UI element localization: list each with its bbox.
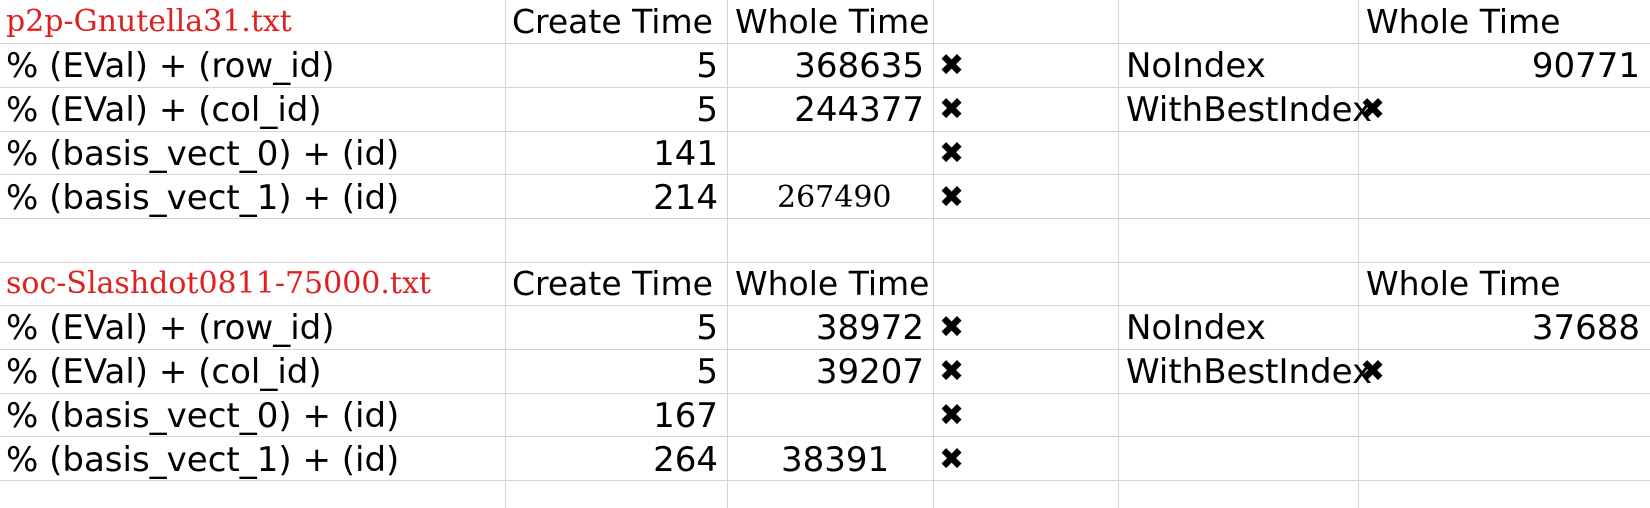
index-label[interactable]: WithBestIndex [1126, 352, 1373, 392]
index-label[interactable] [1118, 132, 1358, 176]
index-value[interactable] [1358, 394, 1650, 438]
grid-line-horizontal [0, 43, 1650, 44]
create-time-value[interactable]: 5 [696, 90, 718, 130]
header-whole-time[interactable]: Whole Time [735, 264, 930, 303]
mark-x-icon[interactable]: ✖ [939, 136, 965, 171]
grid-line-horizontal [0, 305, 1650, 306]
row-label[interactable]: % (EVal) + (row_id) [6, 308, 335, 348]
index-value-x-icon[interactable]: ✖ [1360, 354, 1386, 389]
mark-x-icon[interactable]: ✖ [939, 442, 965, 477]
header-right-whole-time[interactable]: Whole Time [1366, 2, 1561, 41]
header-right-whole-time[interactable]: Whole Time [1366, 264, 1561, 303]
file-name-cell[interactable]: soc-Slashdot0811-75000.txt [6, 266, 431, 301]
grid-line-horizontal [0, 87, 1650, 88]
index-label[interactable]: NoIndex [1126, 46, 1266, 86]
create-time-value[interactable]: 5 [696, 308, 718, 348]
header-create-time[interactable]: Create Time [512, 2, 713, 41]
create-time-value[interactable]: 167 [653, 396, 718, 436]
row-label[interactable]: % (basis_vect_1) + (id) [6, 178, 400, 218]
index-label[interactable]: WithBestIndex [1126, 90, 1373, 130]
mark-x-icon[interactable]: ✖ [939, 354, 965, 389]
grid-line-vertical [1358, 0, 1359, 508]
grid-line-horizontal [0, 218, 1650, 219]
create-time-value[interactable]: 5 [696, 352, 718, 392]
grid-line-vertical [933, 0, 934, 508]
mark-x-icon[interactable]: ✖ [939, 310, 965, 345]
mark-x-icon[interactable]: ✖ [939, 398, 965, 433]
index-value-x-icon[interactable]: ✖ [1360, 92, 1386, 127]
grid-line-vertical [727, 0, 728, 508]
index-value[interactable] [1358, 176, 1650, 220]
whole-time-value[interactable]: 38391 [781, 440, 890, 480]
header-whole-time[interactable]: Whole Time [735, 2, 930, 41]
index-label[interactable] [1118, 438, 1358, 482]
grid-line-horizontal [0, 436, 1650, 437]
row-label[interactable]: % (basis_vect_0) + (id) [6, 134, 400, 174]
grid-line-vertical [1118, 0, 1119, 508]
mark-x-icon[interactable]: ✖ [939, 48, 965, 83]
index-value[interactable] [1358, 132, 1650, 176]
grid-line-horizontal [0, 349, 1650, 350]
grid-line-vertical [505, 0, 506, 508]
index-value[interactable] [1358, 438, 1650, 482]
row-label[interactable]: % (basis_vect_0) + (id) [6, 396, 400, 436]
grid-line-horizontal [0, 174, 1650, 175]
mark-x-icon[interactable]: ✖ [939, 92, 965, 127]
grid-line-horizontal [0, 262, 1650, 263]
whole-time-value[interactable]: 368635 [794, 46, 924, 86]
mark-x-icon[interactable]: ✖ [939, 180, 965, 215]
whole-time-value[interactable]: 244377 [794, 90, 924, 130]
file-name-cell[interactable]: p2p-Gnutella31.txt [6, 4, 292, 39]
index-label[interactable] [1118, 394, 1358, 438]
row-label[interactable]: % (EVal) + (row_id) [6, 46, 335, 86]
index-value[interactable]: 37688 [1531, 308, 1640, 348]
whole-time-value[interactable]: 267490 [777, 180, 892, 215]
create-time-value[interactable]: 264 [653, 440, 718, 480]
whole-time-value[interactable] [727, 132, 933, 176]
row-label[interactable]: % (EVal) + (col_id) [6, 352, 322, 392]
grid-line-horizontal [0, 393, 1650, 394]
index-label[interactable]: NoIndex [1126, 308, 1266, 348]
create-time-value[interactable]: 141 [653, 134, 718, 174]
whole-time-value[interactable]: 38972 [815, 308, 924, 348]
create-time-value[interactable]: 5 [696, 46, 718, 86]
row-label[interactable]: % (basis_vect_1) + (id) [6, 440, 400, 480]
row-label[interactable]: % (EVal) + (col_id) [6, 90, 322, 130]
whole-time-value[interactable] [727, 394, 933, 438]
grid-line-horizontal [0, 480, 1650, 481]
index-value[interactable]: 90771 [1531, 46, 1640, 86]
index-label[interactable] [1118, 176, 1358, 220]
create-time-value[interactable]: 214 [653, 178, 718, 218]
whole-time-value[interactable]: 39207 [815, 352, 924, 392]
header-create-time[interactable]: Create Time [512, 264, 713, 303]
grid-line-horizontal [0, 131, 1650, 132]
